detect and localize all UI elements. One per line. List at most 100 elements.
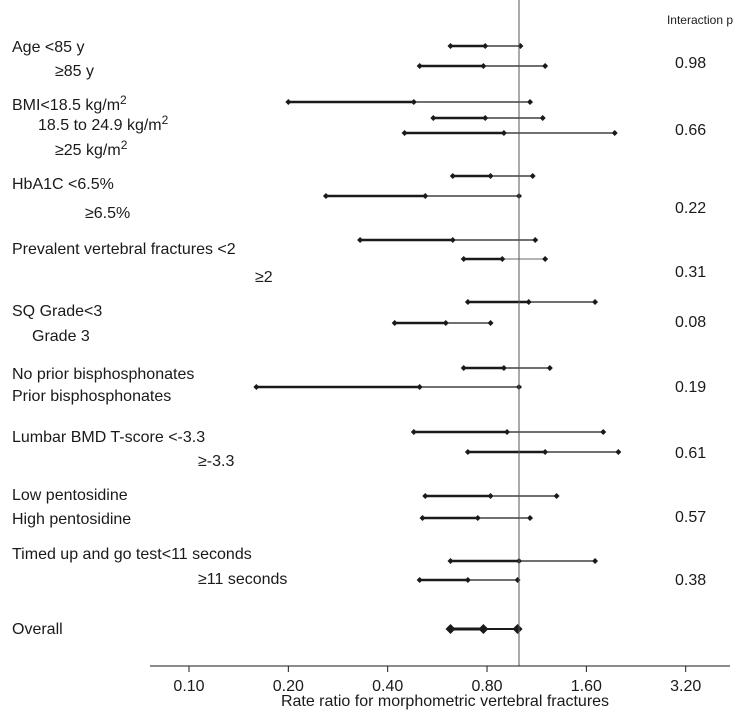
point-estimate	[464, 577, 471, 583]
row-label: High pentosidine	[12, 511, 131, 528]
interaction-p-value: 0.22	[675, 200, 706, 217]
ci-lower-marker	[285, 99, 292, 105]
interaction-p-value: 0.31	[675, 264, 706, 281]
row-label: BMI<18.5 kg/m2	[12, 93, 127, 114]
ci-upper-marker	[527, 515, 534, 521]
ci-lower-marker	[430, 115, 437, 121]
interaction-p-value: 0.08	[675, 314, 706, 331]
ci-upper-marker	[542, 256, 549, 262]
ci-upper-marker	[532, 237, 539, 243]
ci-lower-marker	[419, 515, 426, 521]
ci-lower-marker	[422, 493, 429, 499]
interaction-p-header: Interaction p	[667, 13, 733, 27]
point-estimate	[487, 493, 494, 499]
row-label: ≥6.5%	[85, 205, 130, 222]
ci-upper-marker	[600, 429, 607, 435]
ci-upper-marker	[615, 449, 622, 455]
ci-lower-marker	[445, 624, 456, 634]
ci-upper-marker	[514, 577, 521, 583]
interaction-p-value: 0.38	[675, 572, 706, 589]
row-label: Timed up and go test<11 seconds	[12, 546, 252, 563]
ci-lower-marker	[253, 384, 260, 390]
point-estimate	[499, 256, 506, 262]
row-label: Lumbar BMD T-score <-3.3	[12, 429, 205, 446]
point-estimate	[500, 365, 507, 371]
ci-lower-marker	[447, 558, 454, 564]
row-label: Prevalent vertebral fractures <2	[12, 241, 236, 258]
row-label: ≥25 kg/m2	[55, 138, 128, 159]
x-tick-label: 0.20	[273, 678, 304, 695]
ci-lower-marker	[464, 449, 471, 455]
interaction-p-value: 0.98	[675, 55, 706, 72]
x-tick-label: 3.20	[670, 678, 701, 695]
point-estimate	[487, 173, 494, 179]
point-estimate	[482, 115, 489, 121]
ci-upper-marker	[553, 493, 560, 499]
ci-lower-marker	[460, 256, 467, 262]
ci-upper-marker	[487, 320, 494, 326]
point-estimate	[478, 624, 489, 634]
ci-lower-marker	[416, 63, 423, 69]
ci-upper-marker	[539, 115, 546, 121]
ci-lower-marker	[322, 193, 329, 199]
interaction-p-values: 0.98 0.66 0.22 0.31 0.08 0.19 0.61 0.57 0.38	[675, 55, 706, 589]
ci-upper-marker	[529, 173, 536, 179]
x-axis-ticks: 0.10 0.20 0.40 0.80 1.60 3.20	[173, 666, 701, 695]
row-label: ≥85 y	[55, 63, 94, 80]
point-estimate	[416, 384, 423, 390]
row-label: Age <85 y	[12, 39, 85, 56]
row-label-superscript: 2	[162, 113, 169, 127]
ci-lower-marker	[460, 365, 467, 371]
ci-upper-marker	[592, 558, 599, 564]
interaction-p-value: 0.19	[675, 379, 706, 396]
row-label: Low pentosidine	[12, 487, 128, 504]
ci-lower-marker	[447, 43, 454, 49]
ci-upper-marker	[546, 365, 553, 371]
row-label: ≥2	[255, 269, 273, 286]
ci-lower-marker	[410, 429, 417, 435]
row-label: No prior bisphosphonates	[12, 366, 194, 383]
interaction-p-value: 0.57	[675, 509, 706, 526]
x-tick-label: 1.60	[571, 678, 602, 695]
row-label: Prior bisphosphonates	[12, 388, 171, 405]
row-label: SQ Grade<3	[12, 303, 102, 320]
row-label: HbA1C <6.5%	[12, 176, 114, 193]
ci-upper-marker	[611, 130, 618, 136]
point-estimate	[542, 449, 549, 455]
ci-lower-marker	[391, 320, 398, 326]
ci-lower-marker	[449, 173, 456, 179]
point-estimate	[480, 63, 487, 69]
row-label: ≥-3.3	[198, 453, 234, 470]
point-estimate	[500, 130, 507, 136]
point-estimate	[504, 429, 511, 435]
point-estimate	[474, 515, 481, 521]
row-label-superscript: 2	[121, 138, 128, 152]
ci-upper-marker	[592, 299, 599, 305]
ci-lower-marker	[357, 237, 364, 243]
row-label: ≥11 seconds	[198, 571, 287, 588]
x-tick-label: 0.10	[173, 678, 204, 695]
interaction-p-value: 0.61	[675, 445, 706, 462]
row-label: 18.5 to 24.9 kg/m2	[38, 113, 169, 134]
ci-lower-marker	[464, 299, 471, 305]
point-estimate	[482, 43, 489, 49]
x-axis-label: Rate ratio for morphometric vertebral fr…	[281, 693, 609, 710]
row-label: Overall	[12, 621, 63, 638]
x-tick-label: 0.40	[372, 678, 403, 695]
point-estimate	[449, 237, 456, 243]
ci-lower-marker	[401, 130, 408, 136]
point-estimate	[442, 320, 449, 326]
point-estimate	[525, 299, 532, 305]
point-estimate	[410, 99, 417, 105]
row-label: Grade 3	[32, 328, 90, 345]
interaction-p-value: 0.66	[675, 122, 706, 139]
ci-upper-marker	[542, 63, 549, 69]
ci-lower-marker	[416, 577, 423, 583]
x-tick-label: 0.80	[471, 678, 502, 695]
ci-upper-marker	[527, 99, 534, 105]
row-label-superscript: 2	[120, 93, 127, 107]
confidence-intervals	[253, 43, 622, 634]
point-estimate	[422, 193, 429, 199]
